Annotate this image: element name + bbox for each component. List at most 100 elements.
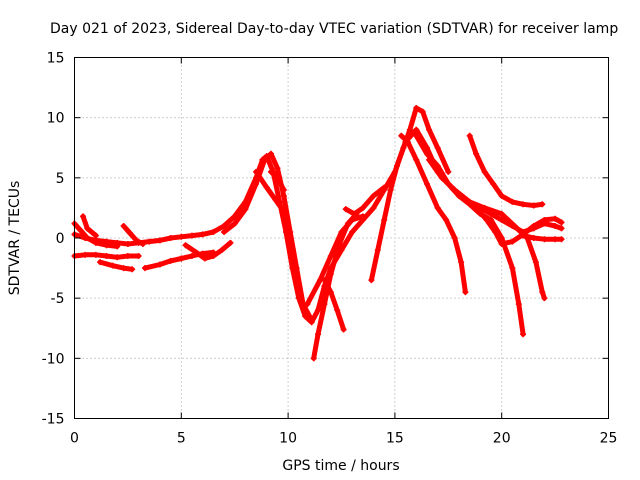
data-point-marker: [509, 198, 516, 205]
data-point-marker: [188, 253, 195, 260]
x-tick-label: 15: [386, 431, 404, 447]
data-point-marker: [315, 331, 322, 338]
data-point-marker: [438, 174, 445, 181]
data-point-marker: [210, 253, 217, 260]
data-point-marker: [92, 232, 99, 239]
data-series-arc-20: [466, 132, 546, 209]
data-point-marker: [103, 253, 110, 260]
data-point-marker: [274, 174, 281, 181]
data-point-marker: [167, 235, 174, 241]
data-point-marker: [520, 201, 527, 208]
data-point-marker: [82, 251, 89, 258]
data-point-marker: [368, 277, 375, 284]
y-tick-label: 10: [47, 111, 65, 127]
data-point-marker: [426, 126, 433, 133]
data-series-arc-2: [71, 251, 142, 261]
data-point-marker: [349, 228, 356, 235]
data-series-arc-9: [221, 150, 313, 320]
data-point-marker: [280, 192, 287, 199]
data-point-marker: [129, 266, 136, 273]
data-point-marker: [552, 222, 559, 229]
x-tick-label: 20: [493, 431, 511, 447]
data-point-marker: [261, 156, 268, 163]
data-point-marker: [552, 236, 559, 243]
data-point-marker: [253, 180, 260, 187]
data-point-marker: [466, 132, 473, 139]
data-point-marker: [92, 251, 99, 258]
data-point-marker: [406, 126, 413, 133]
data-point-marker: [178, 233, 185, 240]
data-point-marker: [77, 227, 84, 234]
data-point-marker: [530, 202, 537, 209]
data-point-marker: [227, 239, 234, 246]
data-series-arc-4: [80, 213, 99, 239]
data-point-marker: [381, 216, 388, 223]
data-point-marker: [558, 225, 565, 232]
data-point-marker: [80, 213, 87, 220]
data-series-arc-5: [120, 222, 146, 248]
x-tick-label: 10: [279, 431, 297, 447]
data-point-marker: [263, 184, 270, 191]
data-point-marker: [351, 210, 358, 217]
data-point-marker: [509, 238, 516, 245]
data-point-marker: [280, 208, 287, 215]
data-point-marker: [359, 213, 366, 220]
y-tick-label: 5: [56, 171, 65, 187]
data-point-marker: [188, 232, 195, 239]
data-point-marker: [242, 206, 249, 213]
data-point-marker: [473, 204, 480, 211]
data-point-marker: [327, 289, 334, 296]
data-point-marker: [92, 239, 99, 246]
data-point-marker: [317, 277, 324, 284]
data-point-marker: [280, 186, 287, 193]
data-point-marker: [541, 216, 548, 223]
data-point-marker: [481, 168, 488, 175]
data-point-marker: [199, 231, 206, 238]
data-point-marker: [490, 180, 497, 187]
data-point-marker: [530, 235, 537, 241]
data-point-marker: [321, 301, 328, 308]
data-point-marker: [146, 238, 153, 245]
data-point-marker: [423, 150, 430, 157]
data-point-marker: [109, 262, 116, 269]
series-trace: [253, 169, 287, 214]
data-point-marker: [97, 259, 104, 266]
data-series-arc-11: [268, 168, 287, 193]
data-point-marker: [84, 235, 91, 241]
data-point-marker: [451, 235, 458, 241]
x-tick-label: 5: [177, 431, 186, 447]
data-point-marker: [492, 228, 499, 235]
data-point-marker: [178, 255, 185, 262]
data-series-arc-14: [304, 213, 366, 308]
data-point-marker: [520, 331, 527, 338]
data-point-marker: [498, 192, 505, 199]
data-point-marker: [135, 253, 142, 260]
data-point-marker: [370, 204, 377, 211]
series-trace: [473, 205, 564, 247]
y-tick-label: 0: [56, 231, 65, 247]
data-point-marker: [201, 255, 208, 262]
data-point-marker: [530, 222, 537, 229]
data-series-arc-8: [182, 239, 234, 262]
data-point-marker: [445, 168, 452, 175]
data-point-marker: [139, 241, 146, 248]
chart-title: Day 021 of 2023, Sidereal Day-to-day VTE…: [50, 21, 618, 37]
data-point-marker: [221, 228, 228, 235]
data-point-marker: [552, 215, 559, 222]
data-series-arc-22: [520, 232, 565, 243]
data-point-marker: [182, 242, 189, 249]
data-point-marker: [114, 254, 121, 261]
data-point-marker: [156, 261, 163, 268]
data-point-marker: [210, 228, 217, 235]
data-point-marker: [127, 230, 134, 237]
data-point-marker: [394, 162, 401, 169]
data-series-arc-17: [398, 132, 469, 296]
data-point-marker: [381, 184, 388, 191]
data-point-marker: [413, 105, 420, 112]
data-point-marker: [253, 168, 260, 175]
y-tick-label: -5: [51, 291, 65, 307]
data-point-marker: [370, 192, 377, 199]
data-point-marker: [426, 156, 433, 163]
data-point-marker: [520, 232, 527, 239]
